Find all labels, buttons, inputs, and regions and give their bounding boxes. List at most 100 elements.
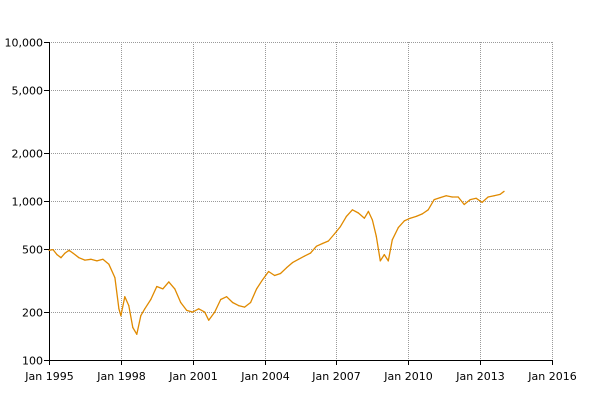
data-point (144, 308, 146, 310)
data-point (475, 197, 477, 199)
data-point (493, 195, 495, 197)
data-point (503, 190, 505, 192)
data-point (383, 254, 385, 256)
x-axis-tick-labels: Jan 1995 Jan 1998 Jan 2001 Jan 2004 Jan 2007… (24, 370, 576, 383)
data-point (132, 326, 134, 329)
y-tick-label: 5,000 (12, 85, 44, 98)
data-point (204, 311, 206, 313)
data-point (140, 315, 142, 317)
data-point (60, 257, 62, 259)
y-tick-label: 500 (22, 244, 43, 257)
data-point (387, 260, 389, 262)
data-point (445, 195, 447, 197)
data-point (481, 201, 483, 203)
data-point (78, 257, 80, 259)
data-point (220, 298, 222, 301)
data-point (439, 197, 441, 199)
data-point (274, 274, 276, 277)
data-point (375, 235, 377, 237)
data-point (427, 209, 429, 211)
series-group (48, 190, 505, 335)
y-tick-label: 1,000 (12, 196, 44, 209)
data-point (279, 272, 282, 275)
data-point (285, 267, 288, 269)
data-point (96, 260, 98, 262)
data-point (238, 305, 240, 307)
data-point (321, 242, 324, 245)
data-point (56, 254, 58, 256)
x-tick-label: Jan 2010 (383, 370, 432, 383)
x-tick-label: Jan 2007 (311, 370, 360, 383)
data-point (120, 315, 122, 317)
data-point (174, 288, 176, 290)
data-point (114, 277, 116, 279)
data-point (415, 215, 417, 217)
data-point (357, 212, 359, 214)
data-point (327, 240, 329, 242)
data-point (162, 288, 164, 290)
data-point (180, 301, 182, 304)
data-point (339, 226, 341, 228)
y-axis-tick-labels: 10,000 5,000 2,000 1,000 500 200 100 (5, 37, 44, 368)
data-point (487, 196, 489, 198)
x-tick-label: Jan 1998 (96, 370, 145, 383)
data-point (198, 308, 200, 310)
data-point (403, 220, 405, 222)
y-tick-label: 10,000 (5, 37, 44, 50)
axes (44, 42, 553, 365)
data-point (136, 333, 138, 335)
data-point (463, 203, 465, 206)
data-point (397, 227, 399, 229)
data-point (128, 305, 130, 307)
data-point (315, 245, 318, 247)
data-point (72, 252, 74, 254)
data-point (297, 258, 300, 260)
data-point (256, 288, 258, 290)
data-point (371, 219, 373, 221)
data-point (124, 296, 126, 298)
data-point (108, 263, 110, 265)
data-point (499, 193, 501, 195)
data-point (52, 249, 54, 251)
x-tick-label: Jan 2016 (527, 370, 576, 383)
data-point (118, 308, 120, 310)
data-point (84, 259, 86, 261)
data-point (90, 258, 92, 260)
data-point (102, 258, 104, 260)
data-point (226, 296, 228, 298)
data-point (303, 255, 306, 257)
data-point (208, 319, 210, 321)
data-point (379, 260, 381, 262)
data-point (345, 215, 347, 217)
data-point (150, 298, 152, 301)
data-point (367, 210, 369, 212)
data-point (250, 301, 252, 304)
data-point (421, 213, 423, 215)
data-point (451, 196, 453, 198)
gridlines (49, 42, 553, 361)
x-tick-label: Jan 2013 (455, 370, 504, 383)
x-tick-label: Jan 2001 (168, 370, 217, 383)
data-point (192, 311, 194, 313)
data-point (64, 252, 66, 254)
data-point (309, 252, 312, 254)
data-point (351, 209, 353, 211)
data-point (214, 311, 216, 313)
data-point (168, 281, 170, 283)
data-point (244, 306, 246, 308)
data-point (68, 249, 70, 251)
y-tick-label: 2,000 (12, 148, 44, 161)
data-point (268, 270, 270, 273)
data-point (409, 217, 411, 219)
data-point (156, 285, 158, 288)
data-point (333, 233, 335, 235)
data-point (469, 199, 471, 201)
data-point (186, 309, 188, 311)
data-point (391, 239, 393, 241)
data-point (433, 199, 435, 201)
data-point (48, 249, 50, 251)
data-point (457, 196, 459, 198)
y-tick-label: 100 (22, 355, 43, 368)
data-point (291, 262, 294, 264)
